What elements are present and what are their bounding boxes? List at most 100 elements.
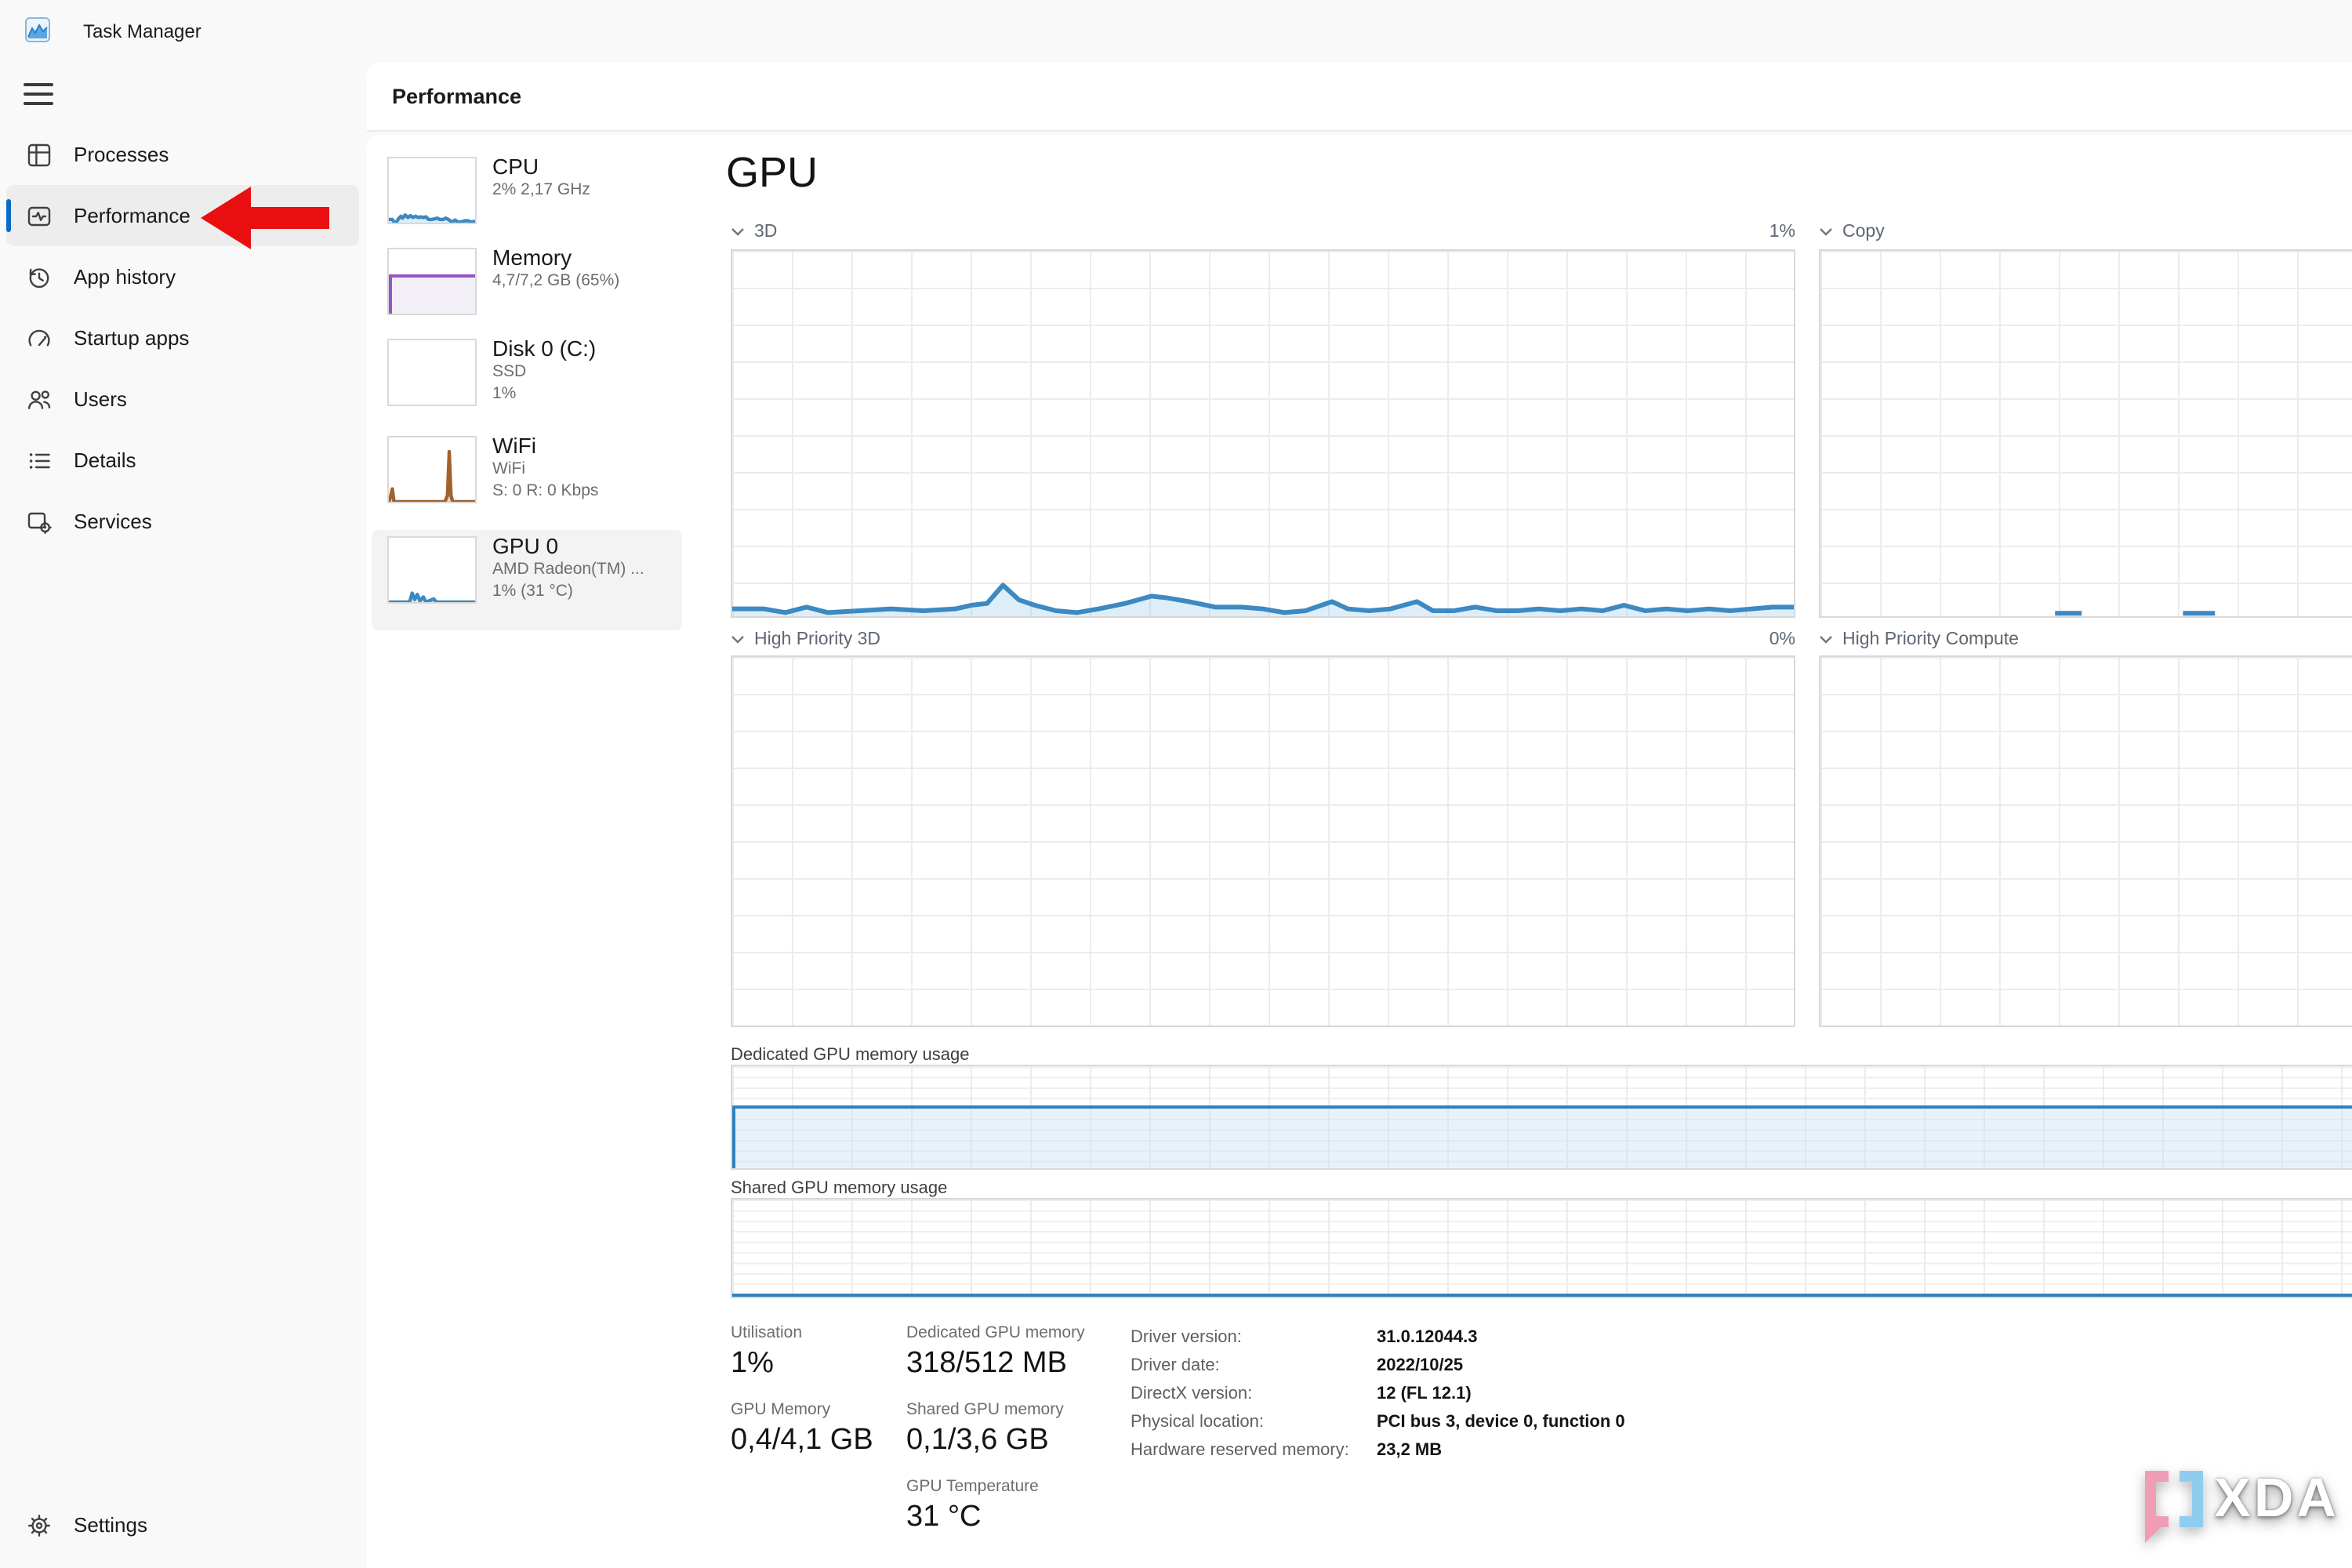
graph-label-high-priority-3d: High Priority 3D <box>754 630 881 649</box>
xda-logo-text: XDA <box>2214 1468 2339 1529</box>
graph-label-copy: Copy <box>1842 223 1885 241</box>
metric-name: GPU 0 <box>492 533 559 558</box>
detail-row: Driver date: 2022/10/25 <box>1131 1352 2336 1380</box>
detail-row: DirectX version: 12 (FL 12.1) <box>1131 1380 2336 1408</box>
graph-header-copy[interactable]: Copy <box>1819 220 2336 245</box>
settings-gear-icon <box>28 1514 50 1536</box>
metric-sub: 2% 2,17 GHz <box>492 180 590 199</box>
stat-label: Shared GPU memory <box>906 1400 1064 1419</box>
stat-value: 0,4/4,1 GB <box>731 1424 873 1457</box>
graph-header-high-priority-compute[interactable]: High Priority Compute <box>1819 627 2336 652</box>
graph-header-high-priority-3d[interactable]: High Priority 3D 0% <box>731 627 1795 652</box>
stat-label: Utilisation <box>731 1323 803 1342</box>
sidebar-item-details[interactable]: Details <box>6 430 359 491</box>
red-arrow-annotation <box>201 187 329 249</box>
metric-item-memory[interactable]: Memory 4,7/7,2 GB (65%) <box>372 245 682 315</box>
sidebar: Processes Performance App history Startu… <box>0 0 367 1568</box>
cpu-mini-chart <box>387 157 477 224</box>
chevron-down-icon <box>731 636 744 644</box>
stat-value: 0,1/3,6 GB <box>906 1424 1049 1457</box>
sidebar-item-label: Startup apps <box>74 326 190 350</box>
detail-value: 2022/10/25 <box>1377 1356 1464 1375</box>
shared-memory-chart <box>731 1198 2352 1298</box>
stat-label: Dedicated GPU memory <box>906 1323 1085 1342</box>
xda-right-bracket-icon <box>2180 1471 2204 1527</box>
detail-label: Driver date: <box>1131 1356 1220 1375</box>
detail-value: 31.0.12044.3 <box>1377 1328 1478 1347</box>
graph-header-3d[interactable]: 3D 1% <box>731 220 1795 245</box>
graph-label-high-priority-compute: High Priority Compute <box>1842 630 2019 649</box>
sidebar-item-label: Services <box>74 510 152 533</box>
chevron-down-icon <box>1820 228 1832 236</box>
sidebar-item-label: Processes <box>74 143 169 166</box>
dedicated-memory-chart-label: Dedicated GPU memory usage <box>731 1046 970 1065</box>
gpu-3d-chart <box>731 249 1795 618</box>
gpu-high-priority-compute-chart <box>1819 655 2352 1027</box>
sidebar-item-startup-apps[interactable]: Startup apps <box>6 307 359 368</box>
detail-value: PCI bus 3, device 0, function 0 <box>1377 1413 1625 1432</box>
detail-row: Physical location: PCI bus 3, device 0, f… <box>1131 1408 2336 1436</box>
detail-row: Hardware reserved memory: 23,2 MB <box>1131 1436 2336 1465</box>
chevron-down-icon <box>1820 636 1832 644</box>
metric-name: CPU <box>492 154 539 179</box>
gpu-mini-chart <box>387 536 477 604</box>
metric-name: WiFi <box>492 433 536 458</box>
metric-name: Disk 0 (C:) <box>492 336 597 361</box>
detail-row: Driver version: 31.0.12044.3 <box>1131 1323 2336 1352</box>
metric-item-disk[interactable]: Disk 0 (C:) SSD 1% <box>372 336 682 406</box>
metric-sub: S: 0 R: 0 Kbps <box>492 481 599 499</box>
detail-label: Physical location: <box>1131 1413 1264 1432</box>
metric-item-cpu[interactable]: CPU 2% 2,17 GHz <box>372 154 682 224</box>
dedicated-memory-chart <box>731 1065 2352 1170</box>
metric-sub: 1% <box>492 383 517 402</box>
detail-label: Hardware reserved memory: <box>1131 1441 1349 1460</box>
sidebar-item-app-history[interactable]: App history <box>6 246 359 307</box>
metric-sub: 4,7/7,2 GB (65%) <box>492 271 620 290</box>
hamburger-menu-button[interactable] <box>24 83 53 105</box>
startup-apps-icon <box>28 328 50 346</box>
disk-mini-chart <box>387 339 477 406</box>
sidebar-item-label: App history <box>74 265 176 289</box>
sidebar-item-processes[interactable]: Processes <box>6 124 359 185</box>
detail-value: 23,2 MB <box>1377 1441 1443 1460</box>
metric-item-wifi[interactable]: WiFi WiFi S: 0 R: 0 Kbps <box>372 433 682 503</box>
gpu-high-priority-3d-chart <box>731 655 1795 1027</box>
sidebar-item-settings[interactable]: Settings <box>6 1494 359 1555</box>
gpu-page-title: GPU <box>726 149 818 196</box>
sidebar-item-users[interactable]: Users <box>6 368 359 430</box>
metric-item-gpu[interactable]: GPU 0 AMD Radeon(TM) ... 1% (31 °C) <box>372 533 682 604</box>
graph-value-high-priority-3d: 0% <box>1769 630 1795 649</box>
gpu-stats: Utilisation 1% GPU Memory 0,4/4,1 GB Ded… <box>731 1323 2336 1554</box>
graph-value-3d: 1% <box>1769 223 1795 241</box>
window-title: Task Manager <box>83 20 201 42</box>
sidebar-item-label: Performance <box>74 204 191 227</box>
users-icon <box>28 390 51 408</box>
stat-label: GPU Memory <box>731 1400 831 1419</box>
graph-label-3d: 3D <box>754 223 778 241</box>
details-icon <box>29 452 50 468</box>
task-manager-app-icon <box>25 17 50 42</box>
sidebar-item-label: Users <box>74 387 127 411</box>
sidebar-item-label: Details <box>74 448 136 472</box>
metric-sub: 1% (31 °C) <box>492 581 573 600</box>
metric-name: Memory <box>492 245 572 270</box>
gpu-copy-chart <box>1819 249 2352 618</box>
wifi-mini-chart <box>387 436 477 503</box>
detail-label: DirectX version: <box>1131 1385 1253 1403</box>
metric-sub: AMD Radeon(TM) ... <box>492 560 644 579</box>
detail-value: 12 (FL 12.1) <box>1377 1385 1472 1403</box>
page-title: Performance <box>367 63 2352 132</box>
sidebar-item-services[interactable]: Services <box>6 491 359 552</box>
shared-memory-chart-label: Shared GPU memory usage <box>731 1179 948 1198</box>
app-history-icon <box>29 267 49 288</box>
stat-value: 318/512 MB <box>906 1347 1067 1380</box>
performance-panel: CPU 2% 2,17 GHz Memory 4,7/7,2 GB (65%) … <box>367 135 2352 1568</box>
performance-icon <box>27 205 51 226</box>
metric-sub: SSD <box>492 362 527 381</box>
settings-label: Settings <box>74 1513 147 1537</box>
chevron-down-icon <box>731 228 744 236</box>
xda-left-bracket-icon <box>2145 1471 2169 1543</box>
memory-mini-chart <box>387 248 477 315</box>
sidebar-nav: Processes Performance App history Startu… <box>6 124 359 552</box>
